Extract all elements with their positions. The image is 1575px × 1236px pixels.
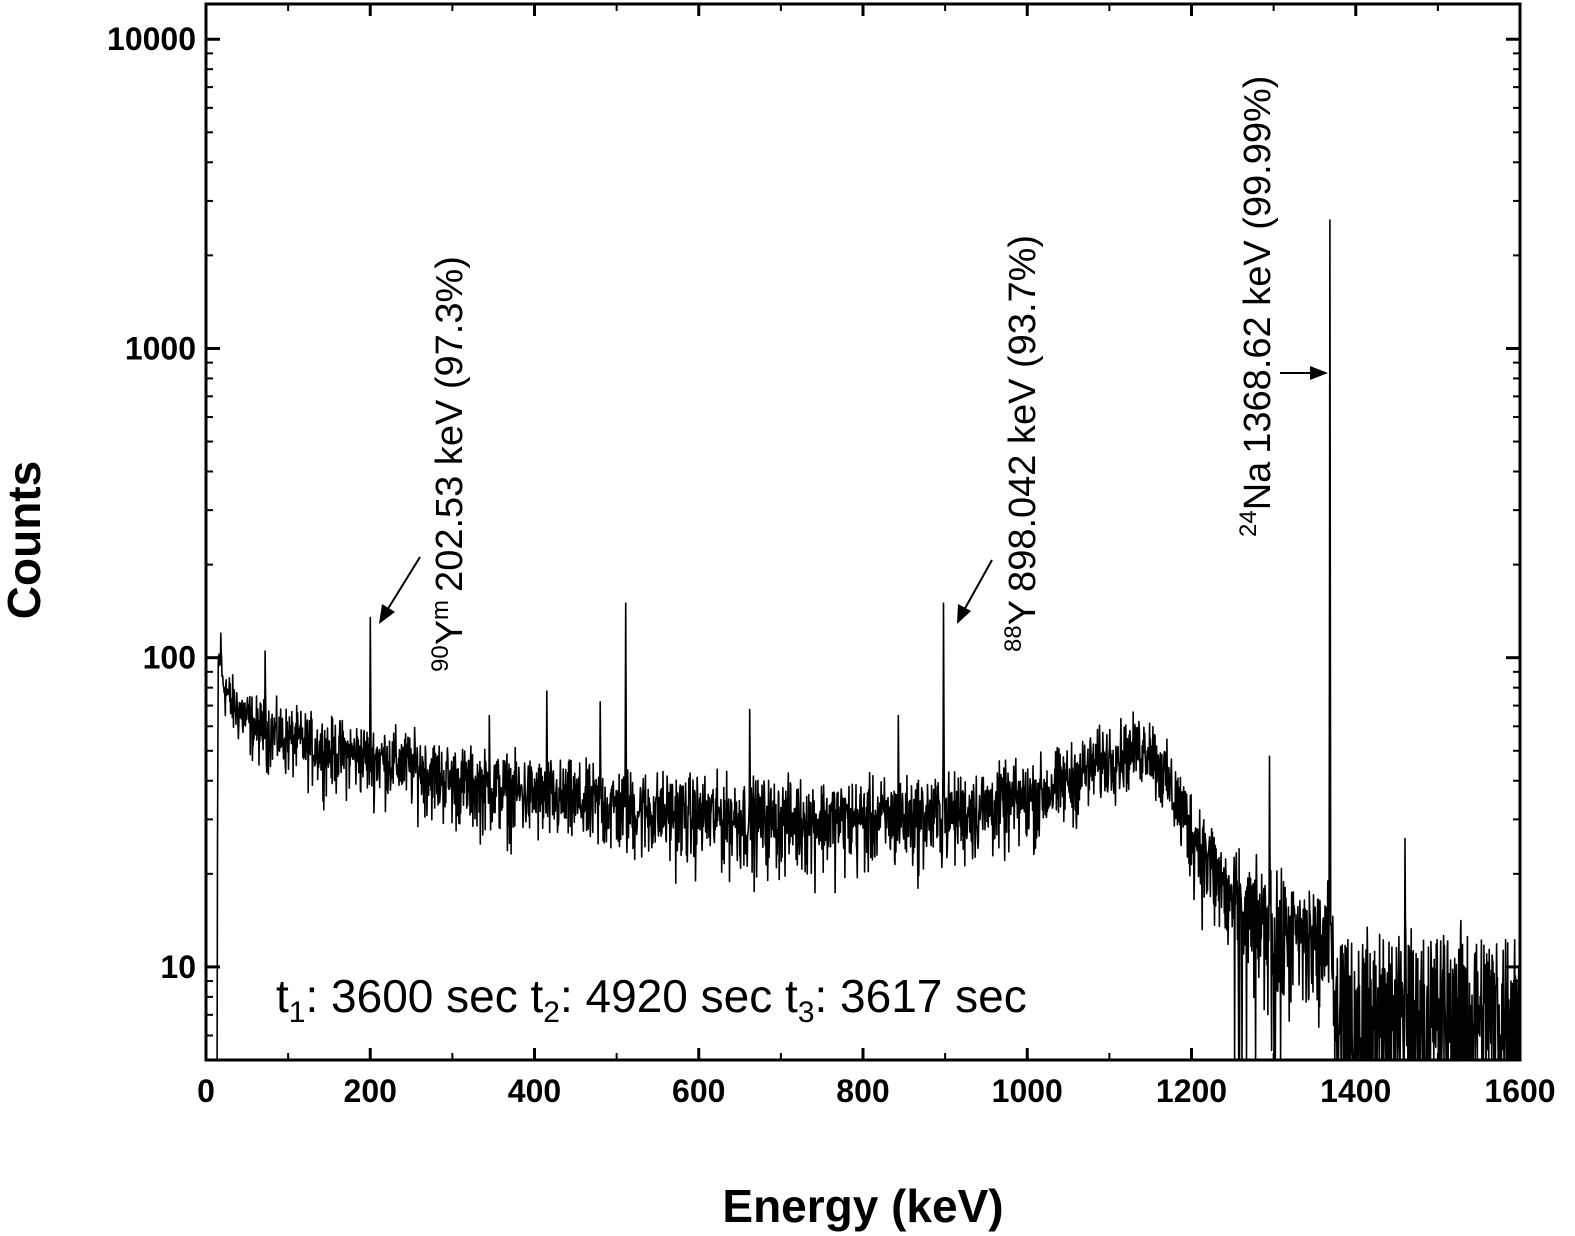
x-tick-label: 600 [672,1073,725,1109]
spectrum-line [216,219,1521,1061]
annotation-y88-mass: 88 [1000,625,1027,652]
t1-symbol: t [276,970,289,1022]
t1-value: : 3600 sec [305,970,530,1022]
annotation-y88-symbol: Y [1002,600,1044,625]
x-tick-labels: 0 200 400 600 800 1000 1200 1400 1600 [197,1073,1555,1109]
annotation-y88-text: 898.042 keV (93.7%) [1002,235,1044,592]
annotation-y90m-state: m [427,600,454,620]
t2-symbol: t [531,970,544,1022]
peak-annotations: 90Ym202.53 keV (97.3%) 88Y898.042 keV (9… [379,76,1328,672]
x-tick-label: 1200 [1156,1073,1227,1109]
y-tick-label: 10 [160,949,196,985]
y-tick-label: 100 [143,640,196,676]
arrow-y88 [957,559,993,624]
annotation-y90m-mass: 90 [427,645,454,672]
axis-ticks [204,4,1522,1061]
annotation-y88: 88Y 898.042 keV (93.7%) [1000,235,1044,652]
t1-subscript: 1 [289,996,306,1029]
y-tick-label: 10000 [107,21,196,57]
annotation-y90m-symbol: Y [429,620,471,645]
annotation-na24: 24Na 1368.62 keV (99.99%) [1235,76,1279,537]
x-tick-label: 1000 [992,1073,1063,1109]
annotation-na24-text: 1368.62 keV (99.99%) [1237,76,1279,454]
x-tick-label: 400 [508,1073,561,1109]
t3-value: : 3617 sec [815,970,1027,1022]
x-tick-label: 1400 [1320,1073,1391,1109]
annotation-na24-symbol: Na [1237,461,1279,510]
t3-subscript: 3 [798,996,815,1029]
x-tick-label: 0 [197,1073,215,1109]
plot-area [216,219,1521,1061]
x-axis-title: Energy (keV) [722,1180,1003,1232]
arrow-na24 [1280,366,1328,380]
annotation-y90m-text: 202.53 keV (97.3%) [429,256,471,592]
y-tick-labels: 10 100 1000 10000 [107,21,196,985]
t2-value: : 4920 sec [560,970,785,1022]
annotation-y90m: 90Ym 202.53 keV (97.3%) [427,256,471,672]
x-tick-label: 200 [344,1073,397,1109]
annotation-na24-mass: 24 [1235,510,1262,537]
y-axis-title: Counts [0,461,50,619]
t3-symbol: t [785,970,798,1022]
x-tick-label: 1600 [1484,1073,1555,1109]
t2-subscript: 2 [543,996,560,1029]
timing-label: t1: 3600 sec t2: 4920 sec t3: 3617 sec [276,970,1027,1029]
y-tick-label: 1000 [125,330,196,366]
x-tick-label: 800 [836,1073,889,1109]
plot-frame [204,2,1522,1062]
arrow-y90m [379,556,421,624]
